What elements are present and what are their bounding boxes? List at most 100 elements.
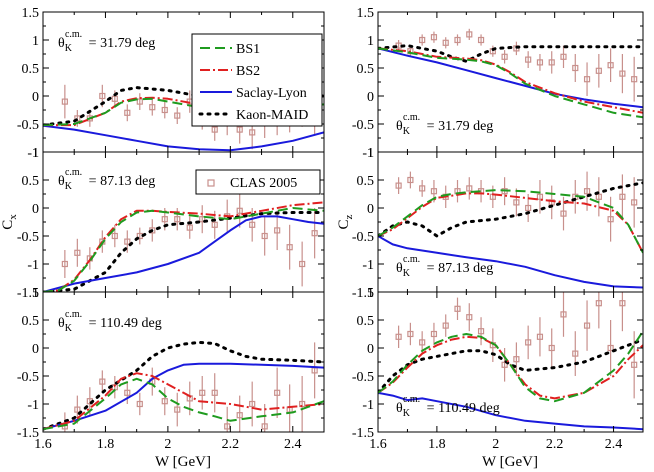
angle-label: θKc.m. = 31.79 deg: [58, 29, 155, 54]
data-point: [619, 70, 626, 77]
data-point: [595, 67, 602, 74]
x-axis-label: W [GeV]: [482, 454, 538, 470]
data-point: [466, 314, 473, 321]
legend-models: BS1 BS2 Saclay-Lyon Kaon-MAID: [191, 33, 323, 127]
data-point: [572, 64, 579, 72]
data-point: [74, 249, 81, 256]
y-tick-label: 0.5: [22, 174, 40, 189]
data-point: [560, 53, 567, 60]
data-point: [211, 221, 218, 228]
data-point: [430, 34, 438, 41]
data-point: [477, 328, 485, 335]
data-point: [236, 207, 243, 214]
series-kaon-maid: [378, 181, 643, 238]
data-point: [595, 193, 602, 200]
angle-label: θKc.m. = 110.49 deg: [58, 309, 162, 334]
data-point: [560, 210, 567, 217]
data-point: [525, 56, 532, 63]
data-point: [236, 126, 243, 133]
data-point: [249, 400, 256, 408]
y-tick-label: 1: [367, 286, 374, 301]
data-point: [211, 389, 218, 396]
plot-area: [43, 194, 324, 292]
data-point: [536, 193, 544, 200]
data-point: [536, 59, 544, 66]
data-point: [261, 423, 268, 430]
y-tick-label: 1: [367, 146, 374, 161]
data-point: [236, 412, 243, 419]
series-saclay-lyon: [378, 391, 643, 431]
data-point: [501, 53, 508, 60]
y-tick-label: -0.5: [352, 370, 374, 385]
y-tick-label: -1: [27, 398, 39, 413]
data-point: [513, 356, 520, 363]
series-kaon-maid: [43, 211, 324, 292]
legend-label: Kaon-MAID: [236, 108, 308, 123]
y-tick-label: 1: [32, 146, 39, 161]
data-point: [430, 188, 438, 195]
data-point: [161, 398, 168, 405]
y-tick-label: 0: [367, 342, 374, 357]
data-point: [631, 199, 638, 206]
data-point: [274, 389, 281, 396]
data-point: [186, 224, 193, 231]
data-point: [454, 305, 461, 312]
data-point: [513, 199, 520, 206]
data-point: [595, 300, 602, 307]
angle-label: θKc.m. = 87.13 deg: [396, 254, 493, 279]
data-point: [583, 322, 591, 329]
data-point: [99, 92, 106, 100]
y-tick-label: 0.5: [357, 314, 375, 329]
data-point: [61, 260, 68, 268]
panel-cz-110: -1.5 -1 -0.5 0 0.5 1 1.6 1.8 2 2.2 2.4 θKc.m. = 110…: [352, 286, 644, 452]
data-point: [224, 423, 231, 430]
data-point: [407, 176, 414, 184]
series-kaon-maid: [378, 44, 643, 63]
data-point: [124, 238, 131, 245]
angle-label: θKc.m. = 87.13 deg: [58, 167, 155, 192]
x-tick-label: 2.4: [605, 437, 623, 452]
data-point: [261, 232, 268, 240]
series-bs1: [378, 330, 643, 403]
data-point: [607, 62, 614, 69]
data-point: [274, 227, 281, 234]
data-point: [161, 216, 168, 223]
legend-label: BS2: [236, 64, 260, 79]
y-tick-label: -1.5: [17, 426, 39, 441]
series-bs1: [378, 47, 643, 119]
x-tick-label: 2.2: [222, 437, 240, 452]
y-tick-label: -0.5: [352, 230, 374, 245]
y-tick-label: 0: [367, 90, 374, 105]
data-point: [395, 182, 402, 189]
y-tick-label: 0: [32, 202, 39, 217]
data-point: [124, 389, 131, 396]
y-tick-label: 0.5: [22, 314, 40, 329]
y-tick-label: -1.5: [352, 286, 374, 301]
data-point: [631, 76, 638, 83]
x-tick-label: 2: [492, 437, 499, 452]
data-point: [286, 244, 293, 251]
data-point: [149, 104, 156, 111]
y-tick-label: 1.5: [22, 6, 40, 21]
series-bs1: [43, 207, 324, 292]
data-point: [419, 36, 426, 44]
data-point: [249, 221, 256, 228]
data-point: [395, 333, 402, 340]
y-tick-label: -0.5: [17, 118, 39, 133]
data-point: [299, 260, 306, 268]
y-axis-label: Cz: [336, 214, 355, 229]
y-tick-label: 1.5: [357, 6, 375, 21]
legend-label: BS1: [236, 42, 260, 57]
data-point: [466, 31, 473, 38]
data-point: [536, 333, 544, 340]
panel-cz-87: -1.5 -1 -0.5 0 0.5 1 θKc.m. = 87.13 deg Cz: [336, 146, 644, 301]
y-tick-label: 1: [367, 34, 374, 49]
data-point: [525, 204, 532, 212]
legend-label: Saclay-Lyon: [236, 86, 307, 101]
panel-frame: [377, 151, 644, 293]
data-point: [161, 106, 168, 114]
series-saclay-lyon: [378, 235, 643, 289]
y-tick-label: 0: [367, 202, 374, 217]
legend-swatch: [207, 179, 215, 187]
